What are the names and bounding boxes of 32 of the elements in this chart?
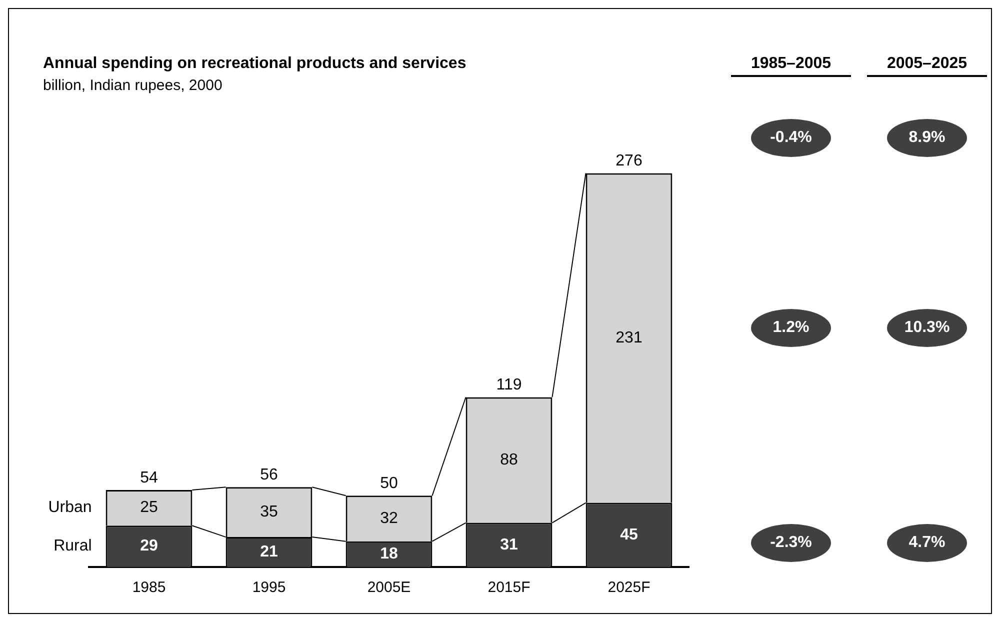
data-label: 231 [616, 329, 642, 346]
text: 4.7% [887, 524, 967, 562]
x-tick-label: 2005E [367, 579, 411, 596]
data-label: 31 [500, 536, 518, 554]
text: 2005–2025 [867, 55, 987, 77]
x-tick-label: 1985 [132, 579, 166, 596]
text: -0.4% [751, 119, 831, 157]
data-label: 18 [380, 546, 398, 563]
total-label: 50 [380, 475, 398, 492]
text: 1985–2005 [731, 55, 851, 77]
text: 10.3% [887, 309, 967, 347]
text: -2.3% [751, 524, 831, 562]
total-label: 276 [616, 152, 642, 170]
data-label: 88 [500, 451, 518, 468]
data-label: 25 [140, 499, 158, 516]
data-label: 21 [260, 543, 278, 560]
text: 8.9% [887, 119, 967, 157]
total-label: 56 [260, 466, 278, 484]
data-label: 45 [620, 526, 638, 544]
series-label: Rural [54, 538, 92, 555]
x-tick-label: 2015F [488, 579, 530, 596]
x-tick-label: 1995 [252, 579, 286, 596]
chart-title: Annual spending on recreational products and services [43, 55, 466, 73]
chart-subtitle: billion, Indian rupees, 2000 [43, 77, 222, 94]
total-label: 54 [140, 469, 158, 486]
series-label: Urban [48, 499, 92, 516]
data-label: 29 [140, 538, 158, 555]
data-label: 32 [380, 510, 398, 527]
x-tick-label: 2025F [608, 579, 650, 596]
total-label: 119 [496, 376, 522, 394]
data-label: 35 [260, 503, 278, 520]
text: 1.2% [751, 309, 831, 347]
